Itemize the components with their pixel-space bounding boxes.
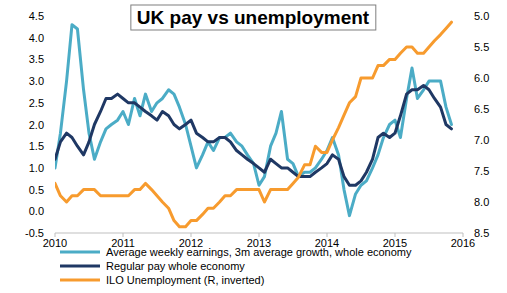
y-tick-label: 0.5 bbox=[29, 184, 44, 196]
y-tick-label: 1.5 bbox=[29, 140, 44, 152]
y-tick bbox=[51, 167, 55, 168]
x-tick-label: 2016 bbox=[451, 237, 475, 249]
chart: 2010201120122013201420152016-0.50.00.51.… bbox=[0, 0, 507, 293]
y2-tick bbox=[463, 109, 467, 110]
y-tick-label: 4.5 bbox=[29, 10, 44, 22]
y2-tick-label: 6.0 bbox=[474, 72, 489, 84]
y2-tick-label: 7.0 bbox=[474, 134, 489, 146]
y-tick bbox=[51, 37, 55, 38]
y2-tick bbox=[463, 233, 467, 234]
y2-tick-label: 6.5 bbox=[474, 103, 489, 115]
title-box bbox=[131, 5, 376, 30]
y2-tick bbox=[463, 78, 467, 79]
legend-swatch bbox=[60, 279, 100, 282]
y-tick bbox=[51, 59, 55, 60]
y2-tick-label: 7.5 bbox=[474, 165, 489, 177]
y-tick-label: 2.0 bbox=[29, 119, 44, 131]
y2-tick bbox=[463, 47, 467, 48]
y2-tick-label: 8.5 bbox=[474, 227, 489, 239]
y-tick bbox=[51, 16, 55, 17]
series-line bbox=[55, 85, 451, 185]
y-tick-label: 0.0 bbox=[29, 205, 44, 217]
y-tick bbox=[51, 211, 55, 212]
title: UK pay vs unemployment bbox=[137, 7, 370, 28]
y-tick-label: 2.5 bbox=[29, 97, 44, 109]
y-tick bbox=[51, 81, 55, 82]
y2-tick-label: 5.5 bbox=[474, 41, 489, 53]
legend-swatch bbox=[60, 265, 100, 268]
y-tick bbox=[51, 146, 55, 147]
series-line bbox=[55, 25, 451, 216]
y-tick-label: 3.5 bbox=[29, 53, 44, 65]
series-line bbox=[55, 22, 451, 227]
legend-label: Regular pay whole economy bbox=[106, 260, 245, 272]
y-tick-label: 3.0 bbox=[29, 75, 44, 87]
legend-label: ILO Unemployment (R, inverted) bbox=[106, 274, 264, 286]
y-tick bbox=[51, 233, 55, 234]
y2-tick-label: 5.0 bbox=[474, 10, 489, 22]
y-tick bbox=[51, 189, 55, 190]
y-tick bbox=[51, 102, 55, 103]
y2-tick bbox=[463, 16, 467, 17]
plot-area bbox=[55, 22, 451, 227]
y2-tick bbox=[463, 202, 467, 203]
x-tick-label: 2010 bbox=[43, 237, 67, 249]
legend-label: Average weekly earnings, 3m average grow… bbox=[106, 246, 412, 258]
y2-tick-label: 8.0 bbox=[474, 196, 489, 208]
y-tick-label: 4.0 bbox=[29, 32, 44, 44]
legend-swatch bbox=[60, 251, 100, 254]
y-tick-label: 1.0 bbox=[29, 162, 44, 174]
y-tick-label: -0.5 bbox=[25, 227, 44, 239]
y-tick bbox=[51, 124, 55, 125]
y2-tick bbox=[463, 171, 467, 172]
y2-tick bbox=[463, 140, 467, 141]
